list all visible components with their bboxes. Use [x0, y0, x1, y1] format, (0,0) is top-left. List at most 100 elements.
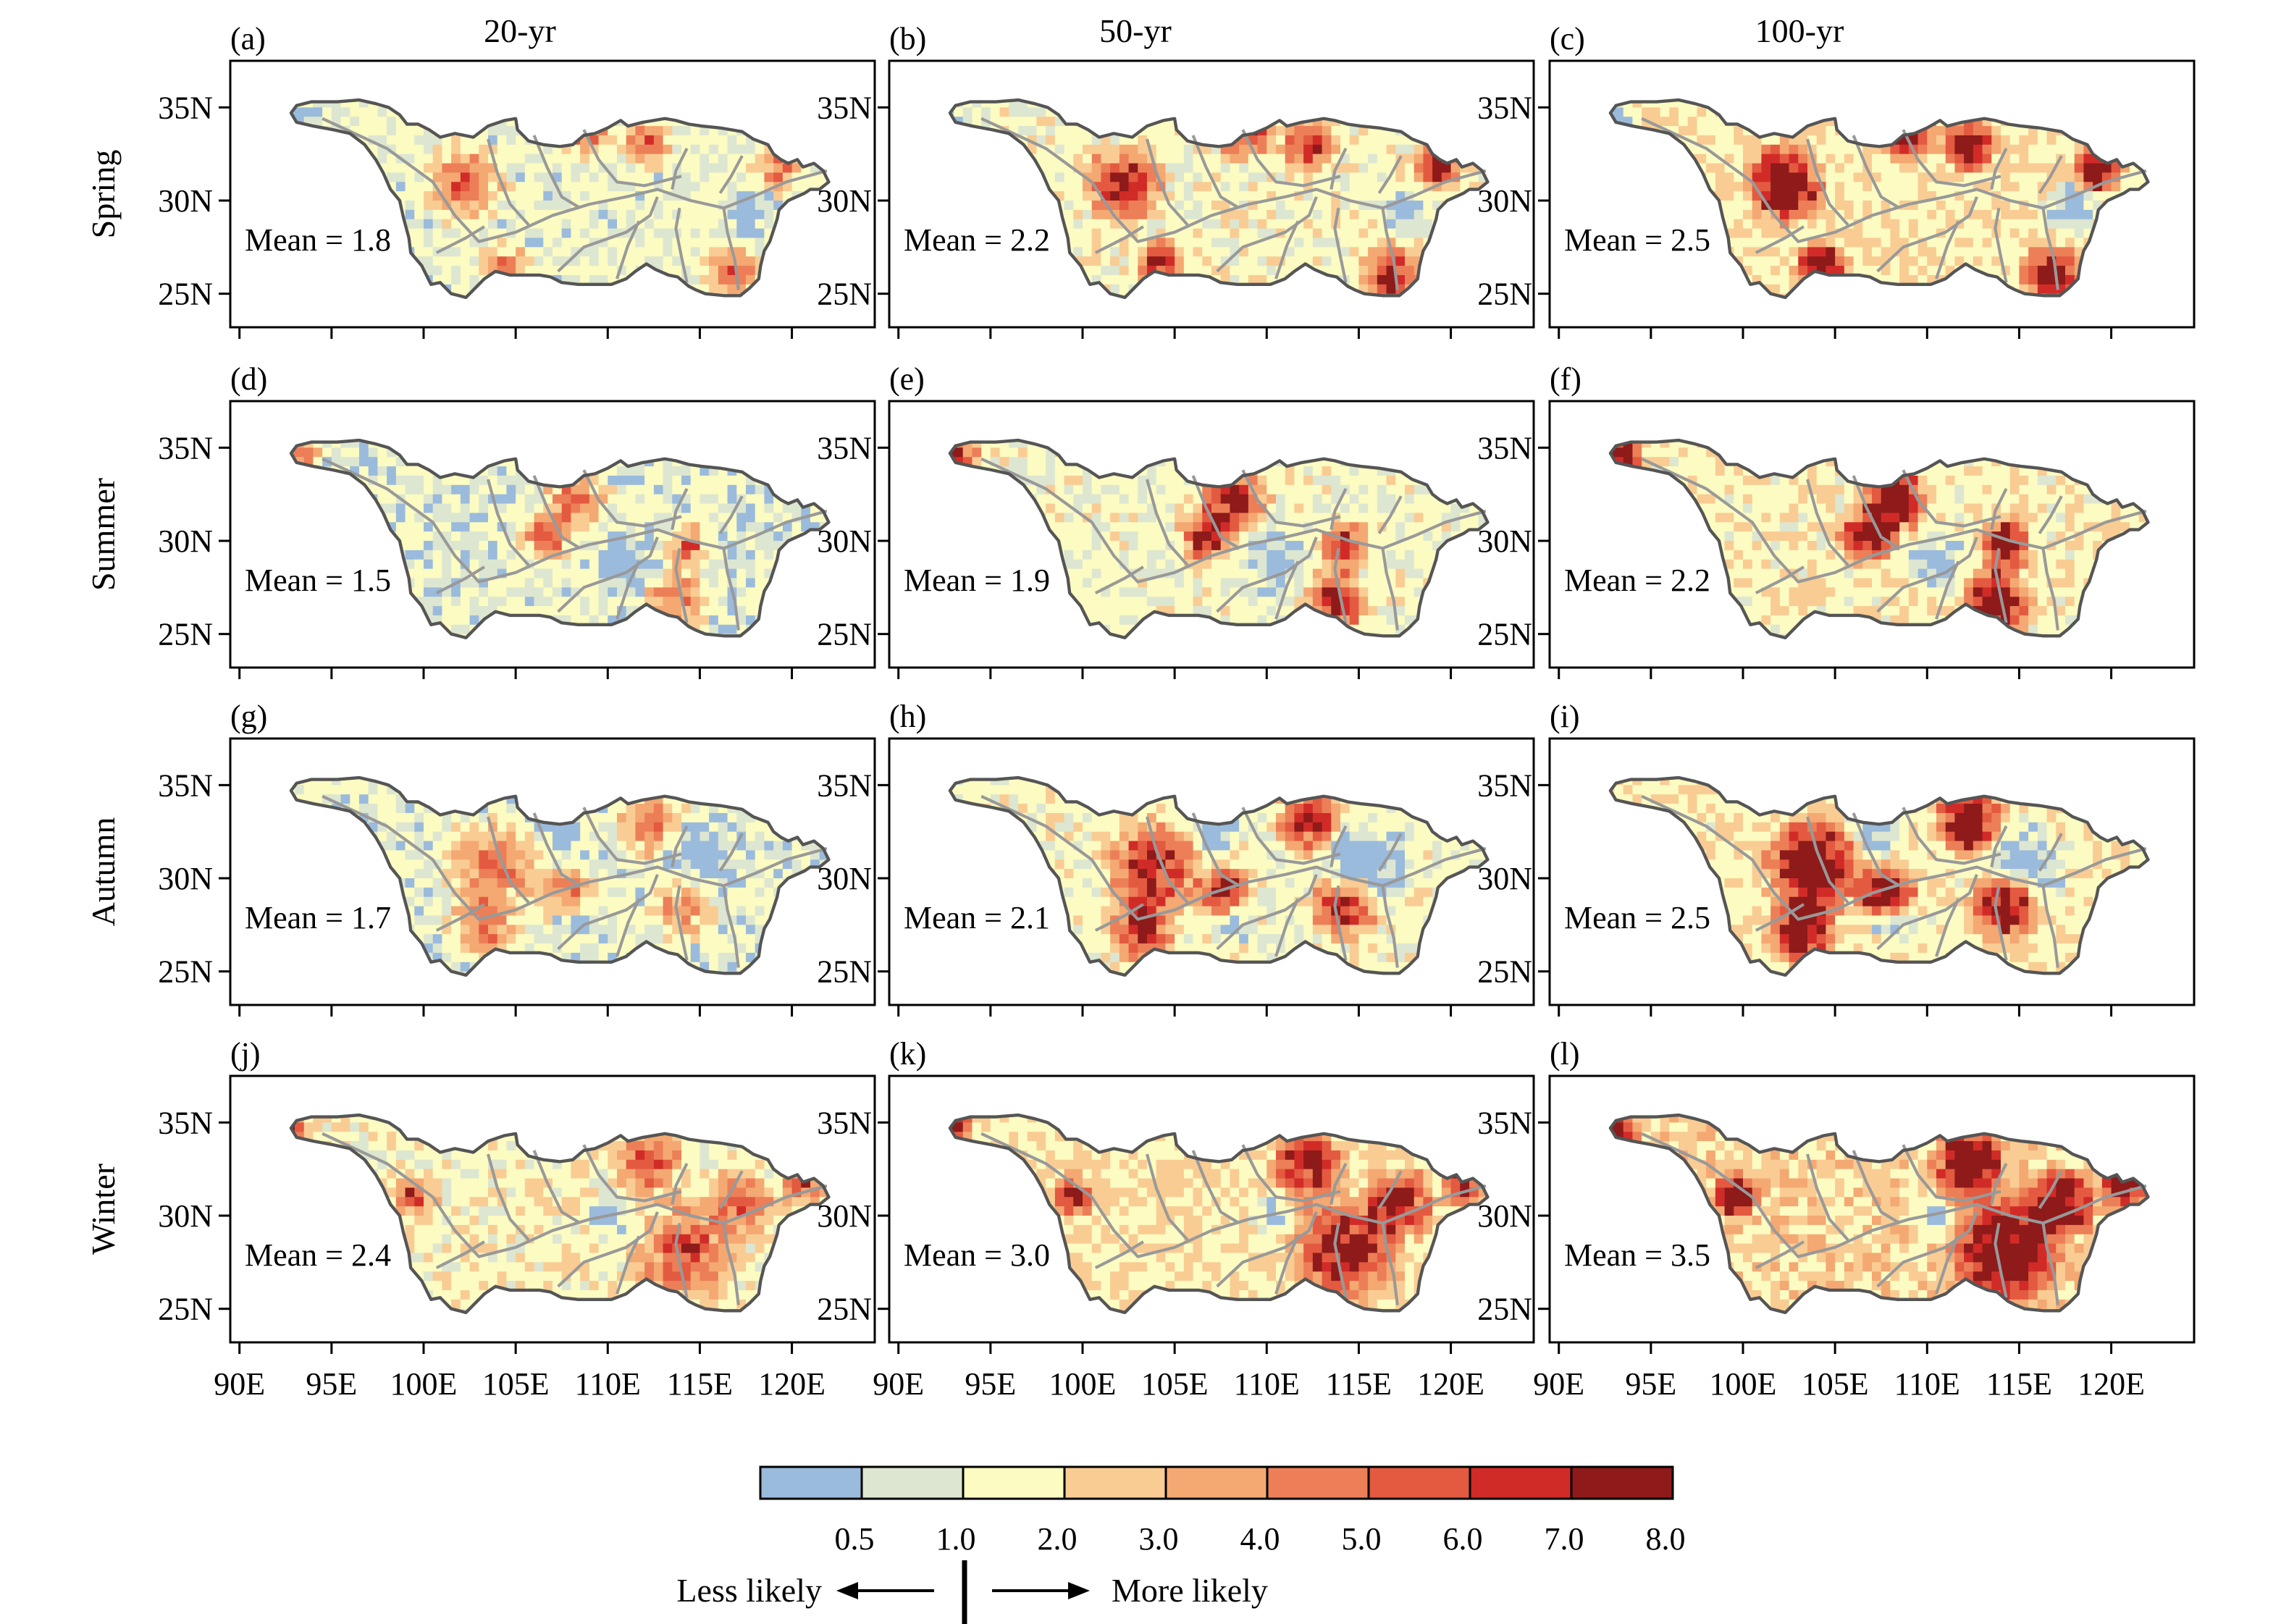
grid-cell — [580, 521, 590, 532]
grid-cell — [1432, 163, 1442, 173]
grid-cell — [1614, 106, 1624, 117]
grid-cell — [460, 293, 471, 298]
grid-cell — [598, 596, 608, 607]
grid-cell — [1358, 144, 1369, 154]
grid-cell — [1046, 172, 1056, 182]
grid-cell — [516, 256, 526, 266]
grid-cell — [387, 125, 397, 135]
grid-cell — [1734, 200, 1744, 210]
grid-cell — [553, 172, 563, 182]
grid-cell — [1413, 200, 1424, 210]
grid-cell — [1945, 153, 1955, 164]
grid-cell — [469, 605, 479, 615]
grid-cell — [2046, 190, 2057, 201]
grid-cell — [773, 172, 784, 182]
grid-cell — [479, 172, 489, 182]
grid-cell — [1964, 144, 1974, 154]
grid-cell — [451, 484, 461, 495]
grid-cell — [497, 153, 507, 164]
grid-cell — [690, 256, 700, 266]
grid-cell — [2001, 228, 2011, 238]
grid-cell — [718, 135, 728, 145]
grid-cell — [635, 200, 645, 210]
grid-cell — [1927, 265, 1937, 275]
grid-cell — [1257, 172, 1267, 182]
grid-cell — [1405, 237, 1415, 248]
grid-cell — [516, 484, 526, 495]
grid-cell — [479, 475, 489, 485]
grid-cell — [1844, 265, 1854, 275]
grid-cell — [1844, 228, 1854, 238]
grid-cell — [506, 209, 516, 219]
grid-cell — [2037, 237, 2048, 248]
grid-cell — [479, 512, 489, 523]
grid-cell — [553, 163, 563, 173]
grid-cell — [1083, 181, 1093, 192]
grid-cell — [553, 200, 563, 210]
grid-cell — [1395, 172, 1406, 182]
grid-cell — [1964, 153, 1974, 164]
grid-cell — [1982, 153, 1992, 164]
grid-cell — [1101, 265, 1111, 275]
grid-cell — [424, 246, 434, 257]
grid-cell — [377, 494, 387, 504]
grid-cell — [1973, 163, 1983, 173]
grid-cell — [1395, 237, 1406, 248]
grid-cell — [598, 265, 608, 275]
grid-cell — [479, 228, 489, 238]
grid-cell — [2056, 190, 2066, 201]
grid-cell — [617, 125, 627, 135]
grid-cell — [1991, 144, 2001, 154]
grid-cell — [524, 163, 535, 173]
grid-cell — [2028, 237, 2038, 248]
grid-cell — [524, 596, 535, 607]
grid-cell — [1266, 200, 1277, 210]
grid-cell — [1964, 219, 1974, 229]
river-network — [980, 117, 1487, 290]
grid-cell — [1752, 228, 1762, 238]
grid-cell — [516, 494, 526, 504]
grid-cell — [1386, 190, 1396, 201]
grid-cell — [2019, 237, 2029, 248]
grid-cell — [1358, 163, 1369, 173]
grid-cell — [1844, 190, 1854, 201]
grid-cell — [626, 135, 636, 145]
grid-cell — [469, 209, 479, 219]
grid-cell — [1368, 274, 1378, 285]
grid-cell — [488, 219, 498, 229]
grid-cell — [1798, 200, 1808, 210]
grid-cell — [1165, 237, 1175, 248]
grid-cell — [322, 440, 332, 448]
grid-cell — [469, 596, 479, 607]
grid-cell — [414, 577, 424, 588]
grid-cell — [1789, 246, 1799, 257]
grid-cell — [506, 503, 516, 513]
grid-cell — [442, 209, 452, 219]
grid-cell — [1083, 256, 1093, 266]
grid-cell — [534, 521, 544, 532]
grid-cell — [460, 615, 471, 625]
grid-cell — [1312, 219, 1323, 229]
grid-cell — [460, 265, 471, 275]
grid-cell — [534, 605, 544, 615]
grid-cell — [663, 228, 673, 238]
grid-cell — [469, 153, 479, 164]
grid-cell — [2009, 219, 2020, 229]
grid-cell — [1165, 125, 1175, 135]
grid-cell — [1844, 256, 1854, 266]
grid-cell — [313, 440, 323, 448]
grid-cell — [736, 256, 747, 266]
grid-cell — [1844, 246, 1854, 257]
grid-cell — [1779, 144, 1790, 154]
grid-cell — [1973, 172, 1983, 182]
grid-cell — [2120, 181, 2130, 192]
grid-cell — [2037, 256, 2048, 266]
grid-cell — [1230, 237, 1240, 248]
grid-cell — [1890, 209, 1900, 219]
grid-cell — [350, 456, 360, 467]
grid-cell — [497, 540, 507, 550]
grid-cell — [1945, 246, 1955, 257]
grid-cell — [2037, 274, 2048, 285]
grid-cell — [1175, 190, 1185, 201]
grid-cell — [1322, 153, 1332, 164]
